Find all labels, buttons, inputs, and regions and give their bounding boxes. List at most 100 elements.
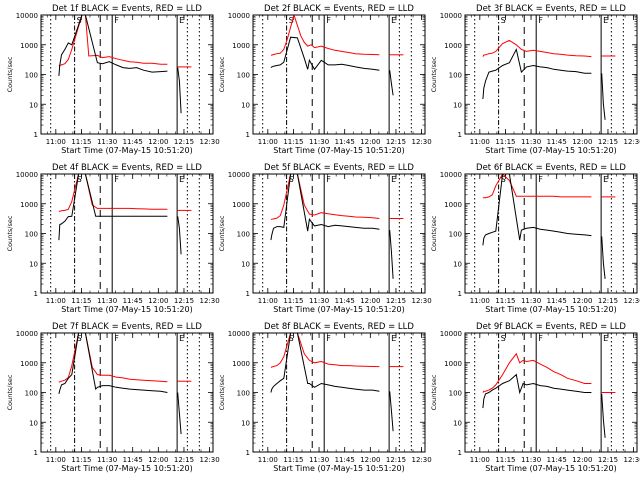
marker-f: F <box>326 16 331 25</box>
panel-det-8f: Det 8f BLACK = Events, RED = LLD Counts/s… <box>218 322 432 473</box>
y-tick-label: 1000 <box>444 201 462 209</box>
y-axis-label: Counts/sec <box>430 215 438 251</box>
y-axis-label: Counts/sec <box>218 56 226 92</box>
y-tick-label: 100 <box>25 72 38 80</box>
marker-s: S <box>77 175 82 184</box>
panel-title: Det 8f BLACK = Events, RED = LLD <box>264 322 414 332</box>
y-tick-label: 10000 <box>228 171 250 179</box>
events-series-tail <box>177 67 182 114</box>
x-axis-label: Start Time (07-May-15 10:51:20) <box>273 305 404 314</box>
x-tick-label: 12:00 <box>572 138 592 146</box>
x-tick-label: 12:30 <box>199 297 219 305</box>
lld-series-line <box>270 333 380 368</box>
x-tick-label: 12:15 <box>598 456 618 464</box>
y-tick-label: 1000 <box>444 360 462 368</box>
events-series-tail <box>389 230 394 279</box>
x-tick-label: 11:30 <box>97 456 117 464</box>
y-tick-label: 10 <box>29 419 38 427</box>
y-tick-label: 100 <box>25 231 38 239</box>
y-tick-label: 1000 <box>20 42 38 50</box>
events-series-line <box>58 174 168 241</box>
events-series-line <box>58 15 168 76</box>
marker-s: S <box>289 334 294 343</box>
y-tick-label: 10000 <box>16 12 38 20</box>
lld-series-line <box>482 352 592 393</box>
marker-f: F <box>326 334 331 343</box>
marker-f: F <box>538 16 543 25</box>
y-tick-label: 1000 <box>232 201 250 209</box>
y-tick-label: 1 <box>34 131 38 139</box>
x-tick-label: 11:45 <box>335 138 355 146</box>
events-series-tail <box>389 391 394 432</box>
x-tick-label: 12:00 <box>572 456 592 464</box>
y-tick-label: 10 <box>241 419 250 427</box>
x-tick-label: 11:15 <box>283 138 303 146</box>
x-tick-label: 11:45 <box>547 138 567 146</box>
x-tick-label: 12:30 <box>199 138 219 146</box>
x-tick-label: 11:45 <box>123 297 143 305</box>
panel-det-5f: Det 5f BLACK = Events, RED = LLD Counts/s… <box>218 163 432 314</box>
y-tick-label: 1 <box>246 290 250 298</box>
panel-det-4f: Det 4f BLACK = Events, RED = LLD Counts/s… <box>6 163 220 314</box>
y-tick-label: 10 <box>453 260 462 268</box>
y-tick-label: 1 <box>246 131 250 139</box>
x-tick-label: 12:15 <box>598 297 618 305</box>
x-tick-label: 11:00 <box>46 297 66 305</box>
marker-f: F <box>114 334 119 343</box>
marker-s: S <box>289 16 294 25</box>
marker-s: S <box>501 334 506 343</box>
x-tick-label: 11:00 <box>470 297 490 305</box>
y-tick-label: 1 <box>458 449 462 457</box>
x-tick-label: 11:15 <box>283 297 303 305</box>
events-series-line <box>270 36 380 71</box>
x-tick-label: 11:00 <box>46 456 66 464</box>
marker-e: E <box>603 175 608 184</box>
lld-series-line <box>58 15 168 67</box>
y-tick-label: 10 <box>241 260 250 268</box>
x-tick-label: 11:15 <box>283 456 303 464</box>
y-tick-label: 10000 <box>440 171 462 179</box>
events-series-tail <box>177 216 182 255</box>
x-tick-label: 12:30 <box>411 456 431 464</box>
events-series-tail <box>601 236 606 279</box>
x-tick-label: 12:00 <box>360 138 380 146</box>
x-tick-label: 11:15 <box>495 138 515 146</box>
x-tick-label: 11:00 <box>470 456 490 464</box>
events-series-tail <box>177 392 182 435</box>
x-tick-label: 12:00 <box>360 297 380 305</box>
x-tick-label: 11:45 <box>123 456 143 464</box>
y-tick-label: 1 <box>458 131 462 139</box>
marker-f: F <box>538 175 543 184</box>
marker-s: S <box>77 334 82 343</box>
y-tick-label: 1 <box>458 290 462 298</box>
y-axis-label: Counts/sec <box>218 374 226 410</box>
x-tick-label: 11:15 <box>71 138 91 146</box>
y-tick-label: 1 <box>246 449 250 457</box>
x-tick-label: 11:30 <box>309 297 329 305</box>
x-tick-label: 12:00 <box>360 456 380 464</box>
x-tick-label: 11:15 <box>71 456 91 464</box>
y-tick-label: 1 <box>34 290 38 298</box>
x-tick-label: 12:30 <box>199 456 219 464</box>
marker-f: F <box>326 175 331 184</box>
panel-title: Det 1f BLACK = Events, RED = LLD <box>52 4 202 14</box>
events-series-line <box>270 333 380 393</box>
lld-series-line <box>270 174 380 220</box>
x-tick-label: 11:15 <box>495 297 515 305</box>
y-tick-label: 10000 <box>16 330 38 338</box>
x-tick-label: 11:30 <box>521 138 541 146</box>
x-axis-label: Start Time (07-May-15 10:51:20) <box>485 146 616 155</box>
panel-title: Det 4f BLACK = Events, RED = LLD <box>52 163 202 173</box>
marker-f: F <box>538 334 543 343</box>
y-tick-label: 1000 <box>232 42 250 50</box>
y-tick-label: 10 <box>453 419 462 427</box>
y-tick-label: 100 <box>237 72 250 80</box>
marker-s: S <box>501 16 506 25</box>
marker-e: E <box>391 175 396 184</box>
lld-series-line <box>58 174 168 212</box>
y-tick-label: 100 <box>237 390 250 398</box>
marker-s: S <box>289 175 294 184</box>
x-tick-label: 11:45 <box>335 297 355 305</box>
